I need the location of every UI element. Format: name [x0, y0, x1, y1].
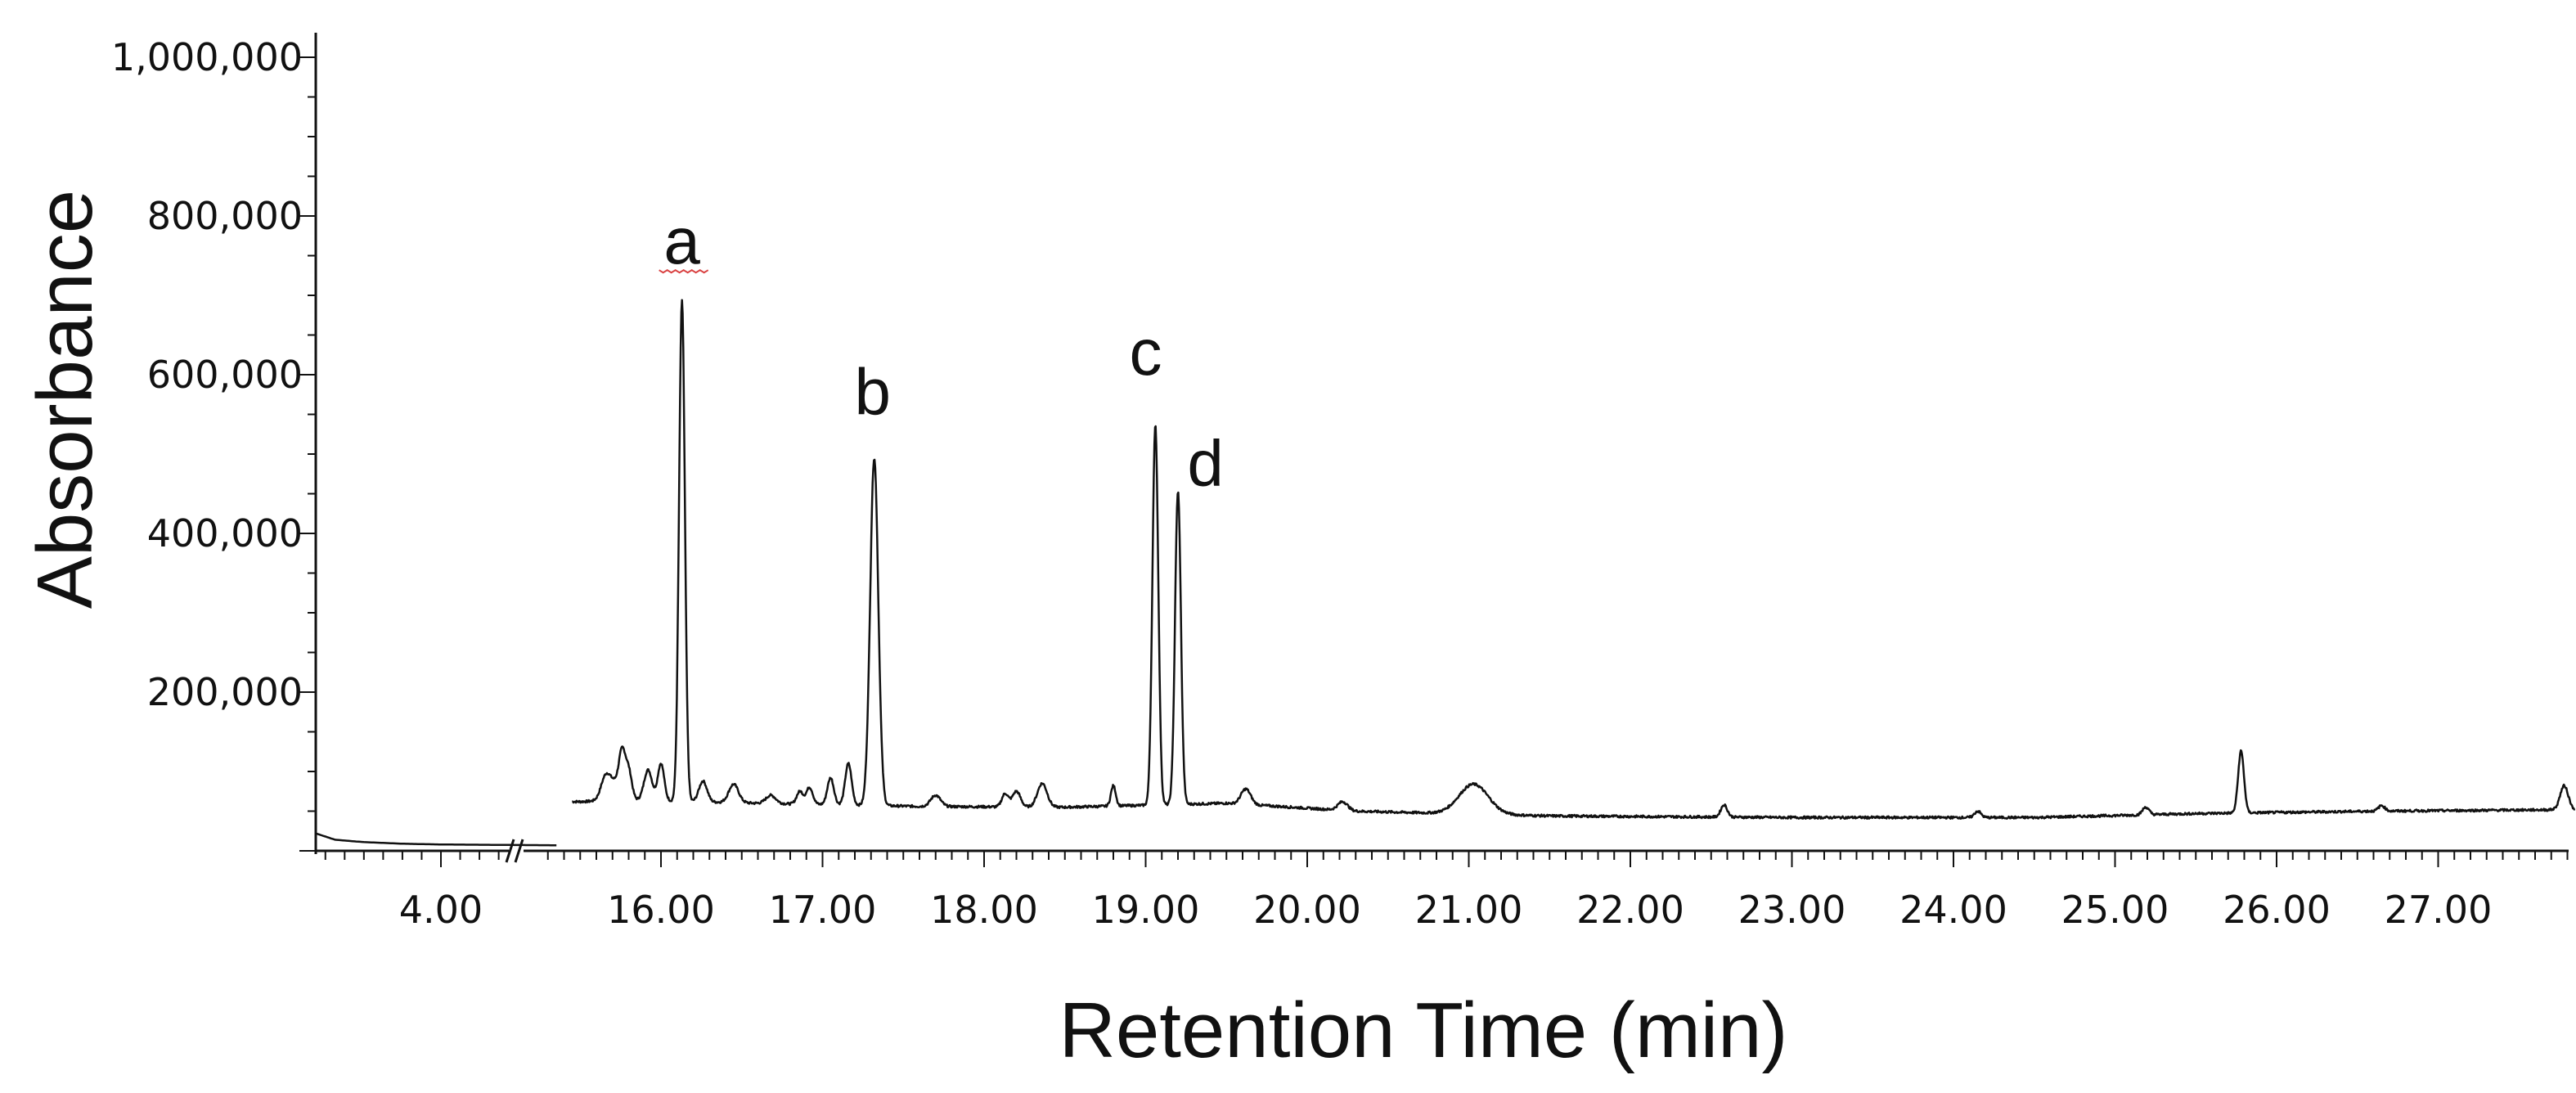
peak-label-b: b — [854, 356, 891, 429]
x-tick-label: 23.00 — [1738, 888, 1846, 932]
chromatogram-series — [315, 299, 2576, 847]
y-tick-label: 600,000 — [147, 353, 303, 397]
y-tick-label: 1,000,000 — [111, 35, 303, 79]
y-tick-label: 800,000 — [147, 194, 303, 238]
x-tick-label: 17.00 — [769, 888, 877, 932]
baseline-segment-1 — [315, 832, 557, 847]
peak-annotations: a b cd — [659, 205, 1224, 500]
x-tick-label: 21.00 — [1415, 888, 1523, 932]
y-axis-title: Absorbance — [21, 190, 109, 609]
y-tick-label: 200,000 — [147, 670, 303, 714]
peak-label-d: d — [1187, 427, 1224, 500]
x-tick-label: 25.00 — [2061, 888, 2169, 932]
x-tick-label: 20.00 — [1253, 888, 1361, 932]
x-tick-label: 26.00 — [2223, 888, 2331, 932]
x-tick-label: 18.00 — [930, 888, 1038, 932]
spellcheck-underline — [659, 269, 709, 274]
x-tick-label: 19.00 — [1092, 888, 1200, 932]
x-tick-label: 24.00 — [1899, 888, 2007, 932]
x-axis — [316, 839, 2569, 867]
y-tick-label: 400,000 — [147, 511, 303, 555]
y-axis — [299, 33, 317, 854]
peak-label-a: a — [663, 205, 700, 277]
x-tick-label: 4.00 — [399, 888, 483, 932]
chromatogram-line — [571, 299, 2576, 820]
x-tick-label: 22.00 — [1576, 888, 1684, 932]
x-tick-label: 27.00 — [2385, 888, 2493, 932]
x-tick-labels: 4.00 16.00 17.00 18.00 19.00 20.00 21.00 22.00 2… — [399, 888, 2493, 932]
peak-label-c: c — [1130, 316, 1162, 389]
x-tick-label: 16.00 — [607, 888, 715, 932]
y-tick-labels: 200,000 400,000 600,000 800,000 1,000,000 — [111, 35, 303, 714]
x-axis-title: Retention Time (min) — [1059, 987, 1788, 1074]
axis-break-mark — [505, 839, 524, 863]
